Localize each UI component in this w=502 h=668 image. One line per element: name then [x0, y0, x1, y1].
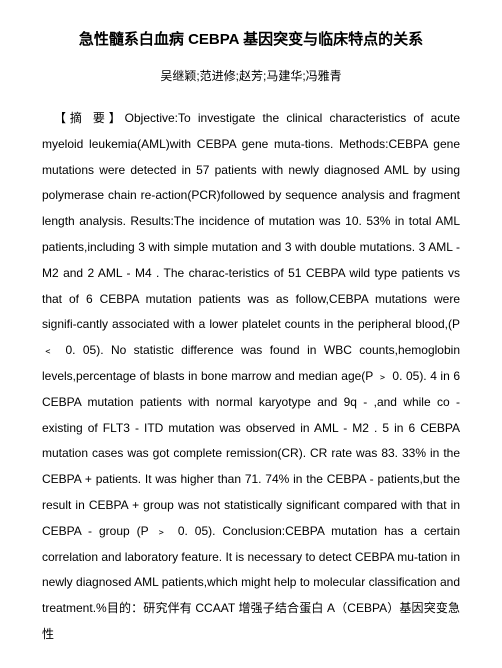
- document-abstract: 【摘 要】Objective:To investigate the clinic…: [42, 106, 460, 648]
- document-authors: 吴继颖;范进修;赵芳;马建华;冯雅青: [42, 67, 460, 84]
- document-page: 急性髓系白血病 CEBPA 基因突变与临床特点的关系 吴继颖;范进修;赵芳;马建…: [0, 0, 502, 668]
- document-title: 急性髓系白血病 CEBPA 基因突变与临床特点的关系: [42, 28, 460, 49]
